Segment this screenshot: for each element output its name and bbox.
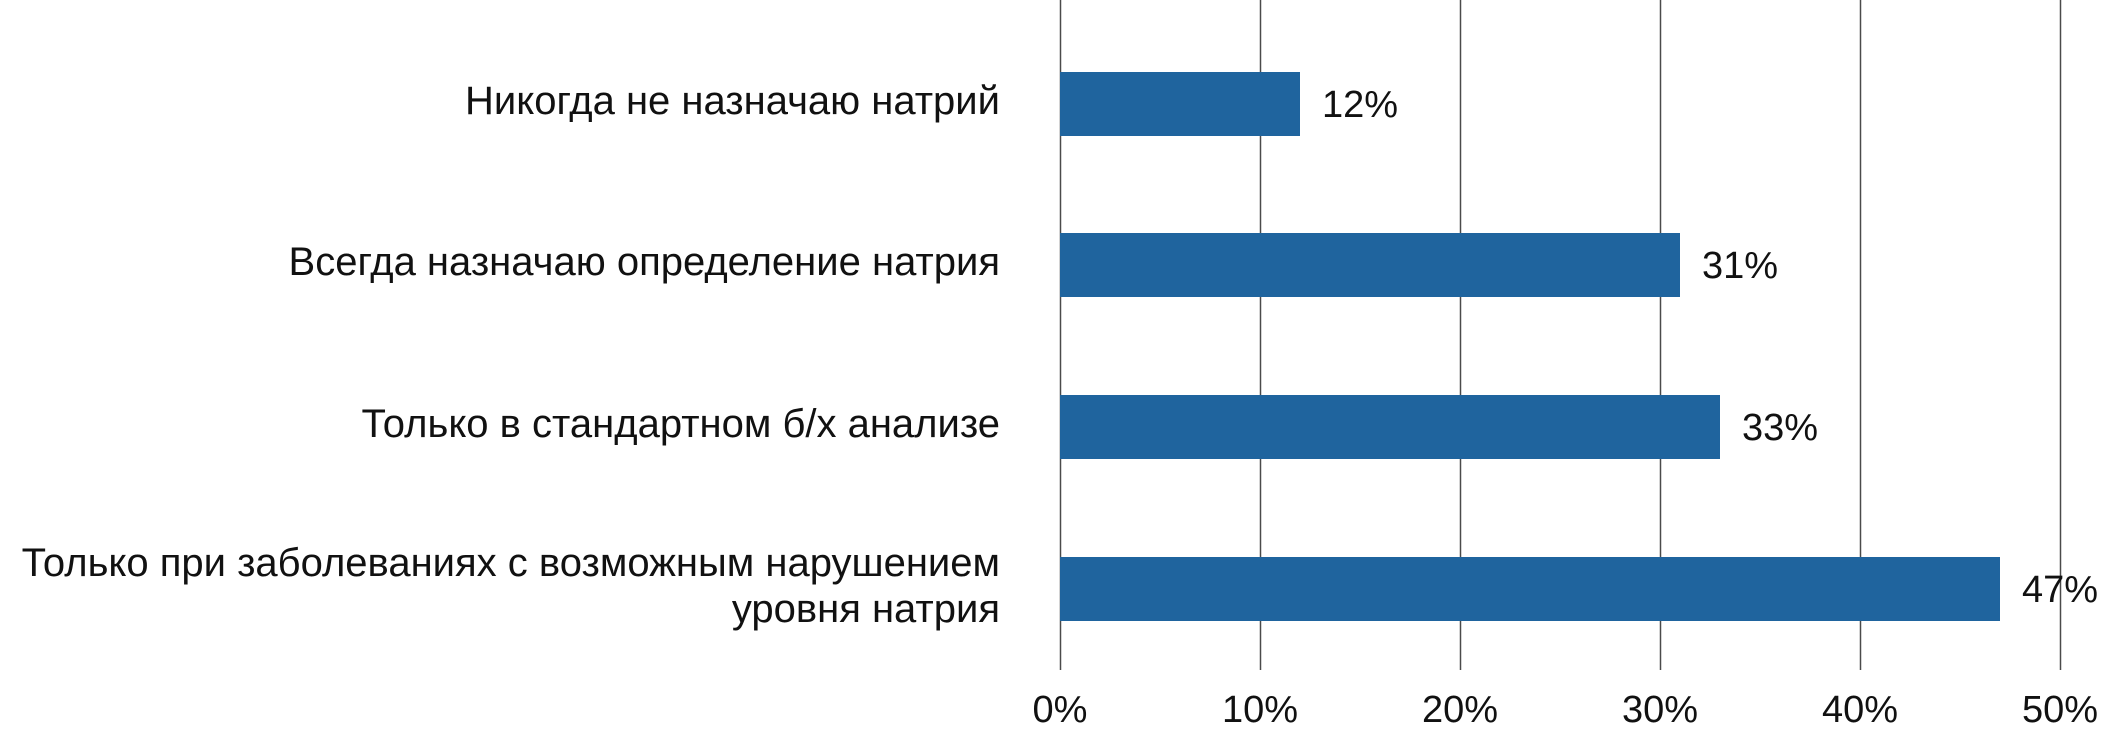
data-label: 33% [1742, 407, 1818, 449]
data-label: 12% [1322, 84, 1398, 126]
bar [1060, 233, 1680, 297]
data-label: 31% [1702, 245, 1778, 287]
category-label: Только при заболеваниях с возможным нару… [22, 541, 1000, 585]
data-labels: 12% 31% 33% 47% [1322, 84, 2098, 611]
bars [1060, 72, 2000, 621]
category-label: Только в стандартном б/х анализе [362, 402, 1001, 446]
x-tick-label: 30% [1622, 689, 1698, 731]
data-label: 47% [2022, 569, 2098, 611]
category-labels: Никогда не назначаю натрий Всегда назнача… [22, 79, 1000, 631]
category-label: Всегда назначаю определение натрия [289, 240, 1000, 284]
category-label: Никогда не назначаю натрий [465, 79, 1000, 123]
bar [1060, 395, 1720, 459]
x-tick-label: 10% [1222, 689, 1298, 731]
x-tick-label: 0% [1033, 689, 1088, 731]
x-tick-label: 20% [1422, 689, 1498, 731]
bar [1060, 72, 1300, 136]
x-tick-label: 40% [1822, 689, 1898, 731]
x-tick-label: 50% [2022, 689, 2098, 731]
category-label: уровня натрия [732, 587, 1000, 631]
x-axis-tick-labels: 0% 10% 20% 30% 40% 50% [1033, 689, 2098, 731]
bar [1060, 557, 2000, 621]
